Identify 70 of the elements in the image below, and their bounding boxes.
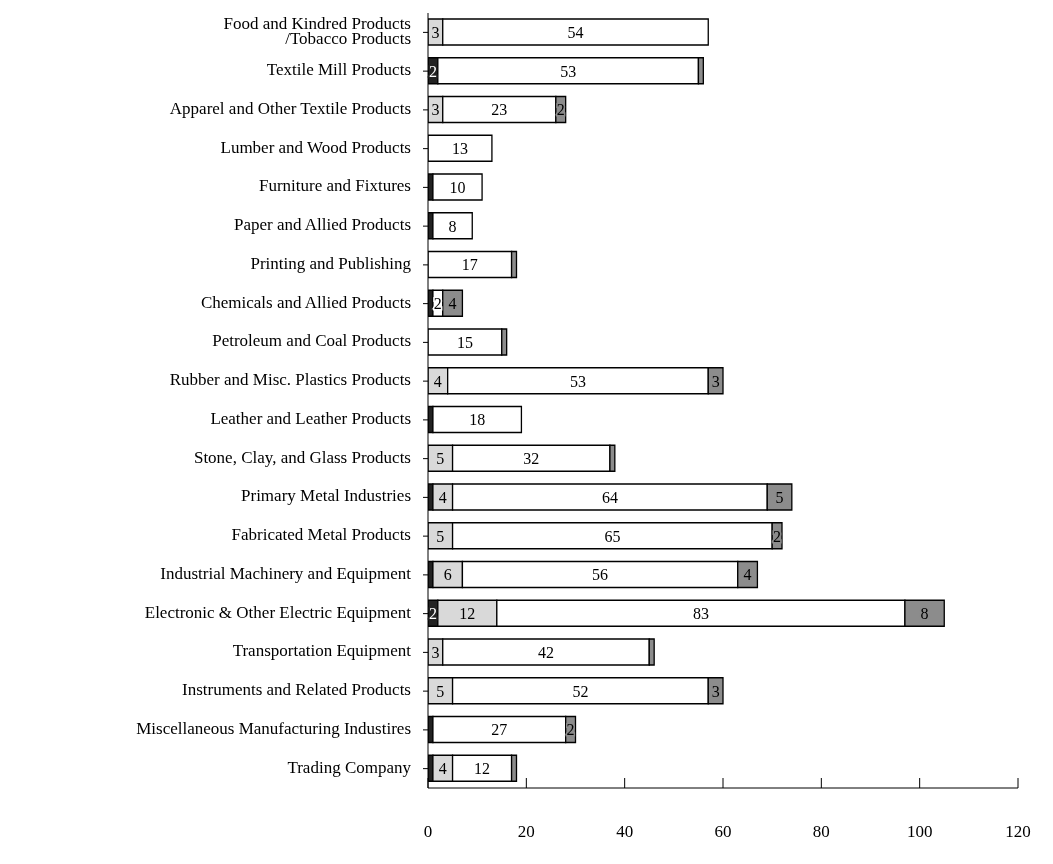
data-label: 2 [433, 295, 442, 313]
y-tick-label: Fabricated Metal Products [231, 525, 411, 545]
data-label: 2 [428, 62, 437, 80]
data-label: 83 [692, 605, 709, 623]
data-label: 2 [566, 721, 575, 739]
y-tick-label: Petroleum and Coal Products [212, 331, 411, 351]
data-label: 54 [567, 23, 584, 41]
y-tick-label: Electronic & Other Electric Equipment [144, 602, 412, 622]
data-label: 65 [604, 527, 621, 545]
data-label: 4 [438, 760, 447, 778]
data-label: 56 [592, 566, 609, 584]
x-tick-label: 60 [714, 822, 732, 842]
data-label: 13 [451, 140, 468, 158]
x-tick-label: 80 [812, 822, 830, 842]
y-tick-label: Textile Mill Products [266, 60, 411, 80]
data-label: 5 [775, 488, 784, 506]
data-label: 4 [438, 488, 447, 506]
data-label: 32 [523, 450, 540, 468]
y-tick-label: Food and Kindred Products /Tobacco Products [223, 13, 411, 48]
data-label: 5 [436, 527, 445, 545]
x-tick-label: 40 [616, 822, 634, 842]
data-label: 18 [469, 411, 486, 429]
y-tick-label: Apparel and Other Textile Products [169, 98, 411, 118]
data-label: 4 [448, 295, 457, 313]
y-tick-label: Primary Metal Industries [241, 486, 411, 506]
data-label: 8 [448, 217, 457, 235]
x-tick-label: 100 [906, 822, 933, 842]
y-tick-label: Paper and Allied Products [233, 215, 411, 235]
x-tick-label: 0 [423, 822, 433, 842]
data-label: 53 [569, 372, 586, 390]
data-label: 4 [743, 566, 752, 584]
x-tick-label: 120 [1005, 822, 1031, 842]
data-label: 15 [456, 333, 473, 351]
data-label: 3 [711, 682, 720, 700]
data-label: 10 [449, 178, 466, 196]
bar [432, 405, 523, 434]
data-label: 8 [920, 605, 929, 623]
data-label: 17 [461, 256, 478, 274]
data-label: 6 [443, 566, 452, 584]
data-label: 3 [431, 23, 440, 41]
data-label: 4 [433, 372, 442, 390]
y-tick-label: Rubber and Misc. Plastics Products [169, 370, 411, 390]
data-label: 5 [436, 682, 445, 700]
data-label: 52 [572, 682, 589, 700]
x-tick-label: 20 [517, 822, 535, 842]
data-label: 12 [474, 760, 491, 778]
data-label: 27 [491, 721, 508, 739]
data-label: 12 [459, 605, 476, 623]
y-tick-label: Furniture and Fixtures [258, 176, 411, 196]
data-label: 2 [773, 527, 782, 545]
y-tick-label: Miscellaneous Manufacturing Industires [136, 718, 411, 738]
data-label: 3 [431, 643, 440, 661]
y-tick-label: Printing and Publishing [250, 253, 412, 273]
y-tick-label: Chemicals and Allied Products [200, 292, 411, 312]
data-label: 64 [601, 488, 618, 506]
data-label: 53 [560, 62, 577, 80]
data-label: 5 [436, 450, 445, 468]
data-label: 3 [431, 101, 440, 119]
data-label: 3 [711, 372, 720, 390]
data-label: 2 [428, 605, 437, 623]
y-tick-label: Lumber and Wood Products [220, 137, 411, 157]
y-tick-label: Industrial Machinery and Equipment [160, 563, 412, 583]
y-tick-label: Transportation Equipment [232, 641, 412, 661]
y-tick-label: Instruments and Related Products [182, 680, 411, 700]
y-tick-label: Leather and Leather Products [210, 408, 411, 428]
data-label: 42 [538, 643, 554, 661]
y-tick-label: Stone, Clay, and Glass Products [193, 447, 411, 467]
data-label: 23 [491, 101, 508, 119]
y-tick-label: Trading Company [287, 757, 412, 777]
data-label: 2 [556, 101, 565, 119]
